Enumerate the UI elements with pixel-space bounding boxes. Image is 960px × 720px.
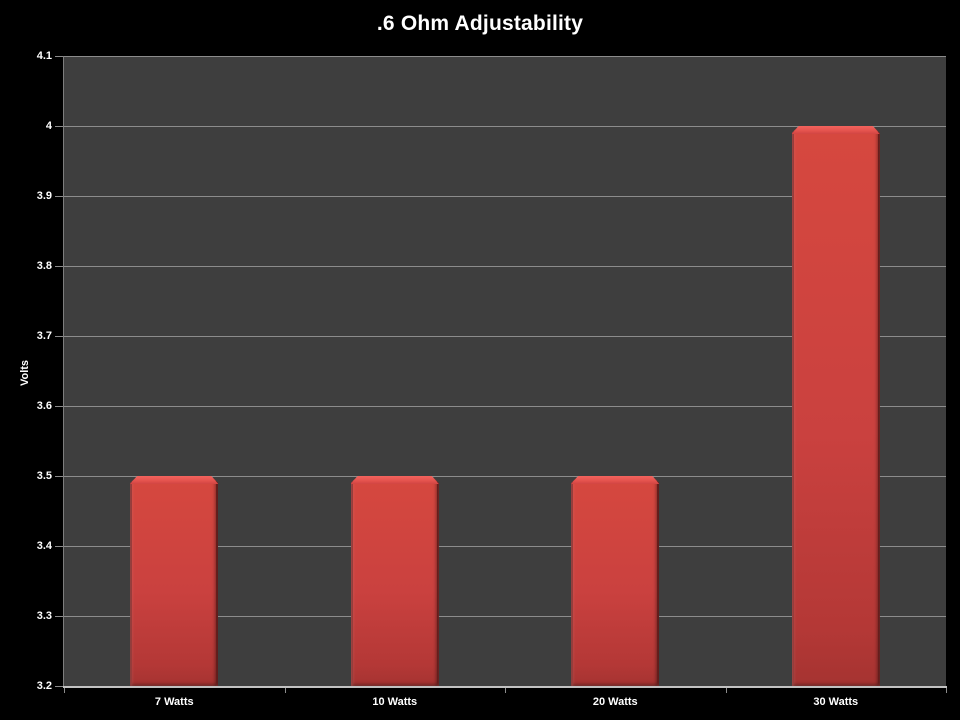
y-tick-label: 3.6 bbox=[36, 400, 52, 412]
x-tick-label: 10 Watts bbox=[372, 696, 418, 708]
y-tick-mark bbox=[55, 56, 63, 57]
gridline bbox=[64, 406, 946, 407]
x-tick-label: 30 Watts bbox=[813, 696, 859, 708]
x-tick-mark bbox=[946, 688, 947, 693]
plot-area bbox=[64, 56, 946, 686]
y-tick-mark bbox=[55, 126, 63, 127]
y-tick-label: 4 bbox=[45, 120, 52, 132]
x-tick-mark bbox=[725, 688, 727, 693]
gridline bbox=[64, 56, 946, 57]
x-tick-mark bbox=[64, 688, 65, 693]
gridline bbox=[64, 336, 946, 337]
gridline bbox=[64, 196, 946, 197]
y-tick-label: 3.4 bbox=[36, 540, 52, 552]
x-tick-label: 20 Watts bbox=[592, 696, 638, 708]
x-tick-mark bbox=[505, 688, 506, 693]
gridline bbox=[64, 476, 946, 477]
bar-7-watts bbox=[130, 476, 218, 686]
y-tick-mark bbox=[55, 476, 63, 477]
y-tick-mark bbox=[55, 266, 63, 267]
y-tick-label: 3.7 bbox=[36, 330, 52, 342]
y-tick-mark bbox=[55, 406, 63, 407]
y-tick-mark bbox=[55, 686, 63, 687]
gridline bbox=[64, 266, 946, 267]
y-tick-mark bbox=[55, 336, 63, 337]
bar-20-watts bbox=[571, 476, 659, 686]
x-tick-mark bbox=[284, 688, 286, 693]
chart-title: .6 Ohm Adjustability bbox=[376, 12, 584, 35]
gridline bbox=[64, 546, 946, 547]
y-tick-label: 3.3 bbox=[36, 610, 52, 622]
bar-30-watts bbox=[792, 126, 880, 686]
y-tick-label: 4.1 bbox=[36, 50, 52, 62]
y-tick-mark bbox=[55, 546, 63, 547]
y-tick-label: 3.9 bbox=[36, 190, 52, 202]
x-tick-label: 7 Watts bbox=[154, 696, 194, 708]
gridline bbox=[64, 126, 946, 127]
y-tick-mark bbox=[55, 196, 63, 197]
x-axis-line bbox=[63, 686, 947, 688]
y-tick-label: 3.5 bbox=[36, 470, 52, 482]
y-tick-label: 3.8 bbox=[36, 260, 52, 272]
y-tick-mark bbox=[55, 616, 63, 617]
y-axis-title: Volts bbox=[19, 359, 31, 387]
y-tick-label: 3.2 bbox=[36, 680, 52, 692]
gridline bbox=[64, 616, 946, 617]
y-axis-line bbox=[63, 56, 64, 688]
bar-10-watts bbox=[351, 476, 439, 686]
